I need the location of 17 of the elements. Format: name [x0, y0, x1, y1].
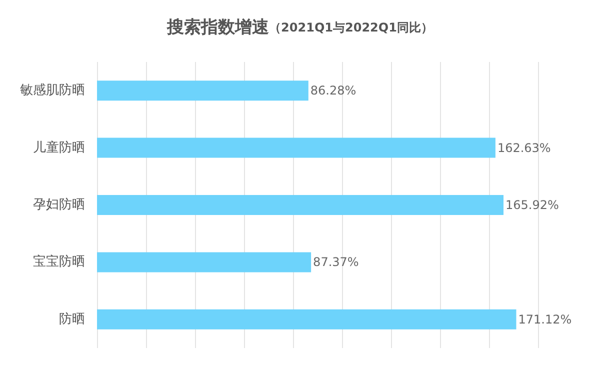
y-tick-label: 敏感肌防晒 — [20, 83, 85, 98]
bar — [97, 309, 516, 330]
y-tick-label: 孕妇防晒 — [33, 198, 85, 212]
bar — [97, 80, 308, 101]
data-label: 165.92% — [506, 198, 559, 212]
data-label: 162.63% — [497, 140, 551, 155]
y-tick-label: 防晒 — [59, 312, 85, 327]
data-label: 171.12% — [518, 312, 572, 326]
chart-title: 搜索指数增速 — [166, 18, 270, 38]
bar — [97, 138, 496, 158]
y-tick-label: 宝宝防晒 — [33, 254, 85, 270]
data-label: 87.37% — [313, 255, 359, 270]
bar — [97, 195, 504, 215]
bar — [97, 252, 312, 272]
data-label: 86.28% — [310, 84, 356, 98]
y-tick-label: 儿童防晒 — [33, 139, 85, 156]
chart-subtitle: （2021Q1与2022Q1同比） — [269, 20, 433, 34]
